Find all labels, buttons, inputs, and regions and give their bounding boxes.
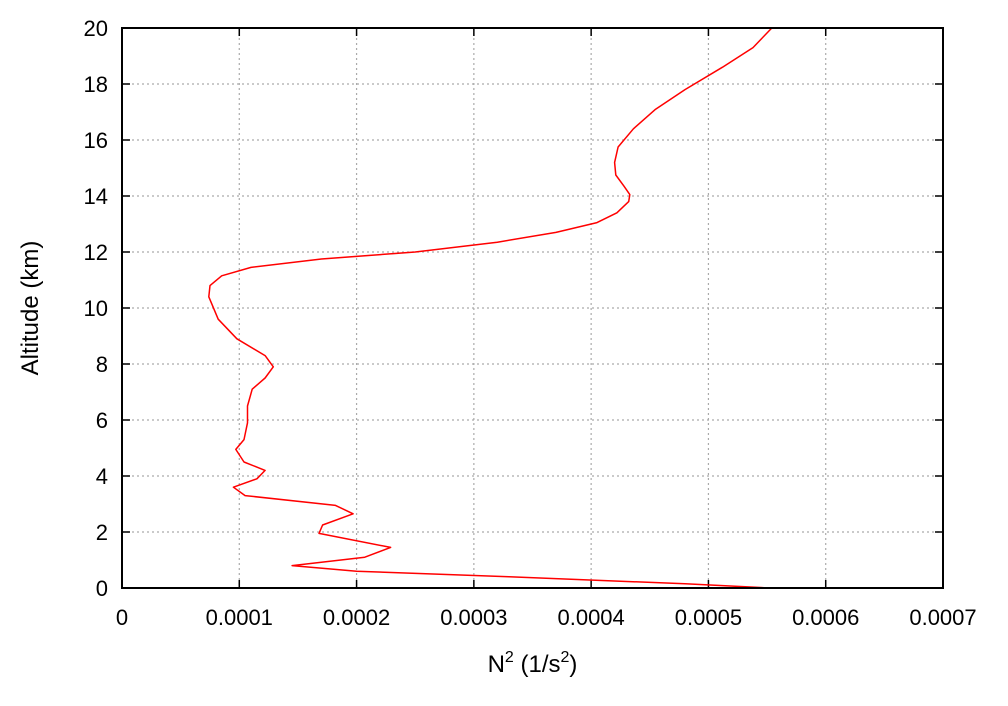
- y-tick-label: 4: [96, 464, 108, 489]
- y-tick-label: 16: [84, 128, 108, 153]
- x-axis-title-unit-prefix: (1/s: [514, 651, 561, 678]
- x-tick-label: 0.0004: [557, 605, 624, 630]
- x-axis-title-base: N: [488, 651, 505, 678]
- x-tick-label: 0.0006: [792, 605, 859, 630]
- y-axis-title: Altitude (km): [17, 241, 44, 376]
- x-tick-label: 0.0005: [675, 605, 742, 630]
- y-tick-label: 8: [96, 352, 108, 377]
- y-tick-label: 12: [84, 240, 108, 265]
- x-tick-label: 0.0003: [440, 605, 507, 630]
- x-axis-title-unit-sup: 2: [561, 649, 570, 666]
- x-tick-label: 0: [116, 605, 128, 630]
- x-tick-labels: 0 0.0001 0.0002 0.0003 0.0004 0.0005 0.0006 0.0…: [116, 605, 977, 630]
- series-line: [208, 27, 773, 589]
- y-tick-label: 18: [84, 72, 108, 97]
- x-tick-label: 0.0002: [323, 605, 390, 630]
- y-tick-label: 0: [96, 576, 108, 601]
- y-tick-label: 14: [84, 184, 108, 209]
- x-axis-title-base-sup: 2: [505, 649, 514, 666]
- series-layer: [208, 27, 773, 589]
- y-tick-label: 20: [84, 16, 108, 41]
- x-tick-label: 0.0007: [909, 605, 976, 630]
- grid-lines: [122, 28, 943, 588]
- y-tick-label: 2: [96, 520, 108, 545]
- y-tick-label: 6: [96, 408, 108, 433]
- x-axis-title-unit-suffix: ): [569, 651, 577, 678]
- x-axis-title: N2 (1/s2): [488, 649, 578, 678]
- plot-frame: [121, 27, 944, 589]
- x-tick-label: 0.0001: [206, 605, 273, 630]
- y-tick-labels: 0 2 4 6 8 10 12 14 16 18 20: [84, 16, 108, 601]
- y-tick-label: 10: [84, 296, 108, 321]
